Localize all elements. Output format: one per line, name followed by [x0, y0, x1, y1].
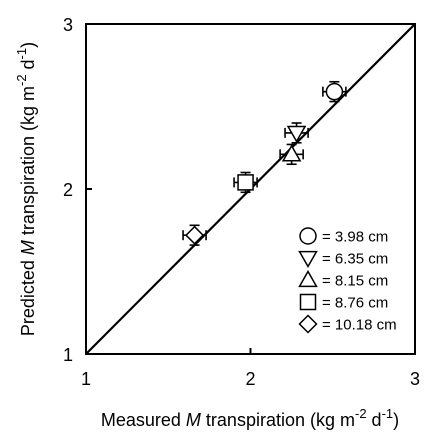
- x-tick-label: 3: [410, 369, 420, 389]
- diamond-marker: [185, 225, 205, 245]
- y-axis-label: Predicted M transpiration (kg m-2 d-1): [14, 42, 38, 336]
- legend-label: = 8.15 cm: [322, 273, 388, 290]
- data-point-circle: [322, 80, 347, 103]
- circle-marker: [325, 82, 344, 101]
- y-tick-label: 2: [63, 180, 73, 200]
- legend-label: = 8.76 cm: [322, 295, 388, 312]
- legend-item: = 10.18 cm: [298, 314, 397, 334]
- triangle-down-marker: [286, 125, 307, 143]
- legend-triangle-up-marker: [298, 269, 318, 288]
- legend-circle-marker: [299, 227, 317, 245]
- x-axis-label: Measured M transpiration (kg m-2 d-1): [101, 406, 399, 430]
- legend: = 3.98 cm = 6.35 cm = 8.15 cm = 8.76 cm = 10…: [298, 227, 397, 334]
- plot-layer: [85, 23, 416, 355]
- legend-diamond-marker: [298, 314, 318, 334]
- legend-item: = 8.76 cm: [299, 293, 388, 312]
- legend-item: = 8.15 cm: [298, 269, 388, 290]
- legend-item: = 3.98 cm: [299, 227, 388, 246]
- data-point-square: [233, 171, 258, 194]
- legend-label: = 10.18 cm: [322, 317, 397, 334]
- data-point-triangle-down: [284, 122, 309, 144]
- legend-item: = 6.35 cm: [298, 250, 388, 269]
- y-tick-label: 1: [63, 345, 73, 365]
- legend-label: = 3.98 cm: [322, 229, 388, 246]
- x-tick-label: 2: [245, 369, 255, 389]
- data-point-triangle-up: [279, 143, 304, 166]
- legend-square-marker: [299, 293, 317, 311]
- ticks-layer: 1 2 3 1 2 3: [63, 15, 420, 389]
- data-point-diamond: [182, 224, 207, 246]
- y-tick-label: 3: [63, 15, 73, 35]
- legend-triangle-down-marker: [298, 250, 318, 269]
- x-tick-label: 1: [81, 369, 91, 389]
- legend-label: = 6.35 cm: [322, 251, 388, 268]
- square-marker: [237, 174, 254, 191]
- triangle-up-marker: [281, 144, 302, 162]
- axis-labels: Measured M transpiration (kg m-2 d-1) Pre…: [14, 42, 399, 430]
